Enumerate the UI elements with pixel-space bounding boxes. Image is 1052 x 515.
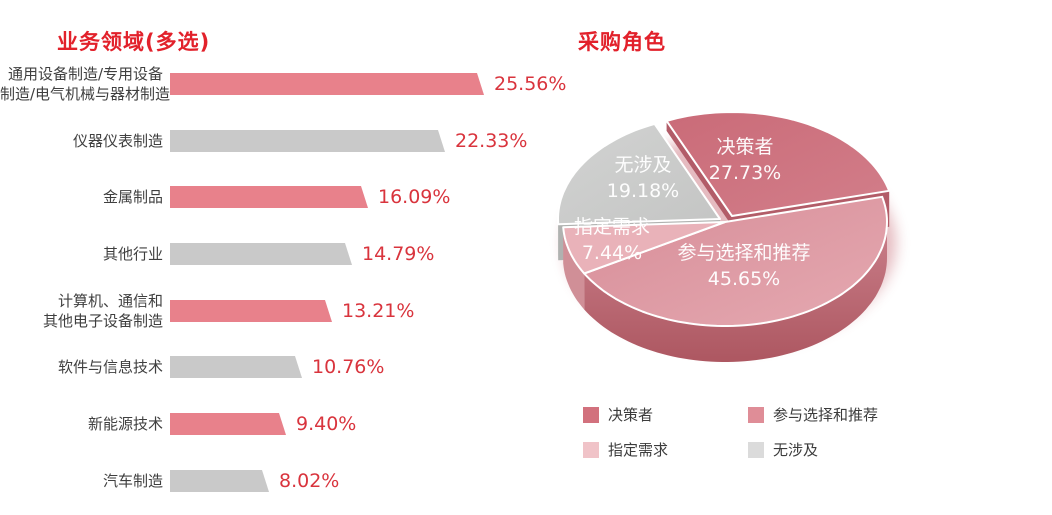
pie-slice-name: 指定需求 — [573, 216, 651, 238]
bar-value-label: 10.76% — [312, 356, 385, 378]
pie-chart-title: 采购角色 — [578, 30, 666, 55]
pie-slice-label: 参与选择和推荐 45.65% — [677, 240, 810, 292]
bar-category-label: 通用设备制造/专用设备 制造/电气机械与器材制造 — [0, 64, 171, 104]
pie-slice-label: 无涉及 19.18% — [607, 152, 679, 204]
bar-category-label: 仪器仪表制造 — [0, 131, 163, 151]
legend-label: 参与选择和推荐 — [773, 406, 879, 424]
bar-category-label-line: 制造/电气机械与器材制造 — [0, 85, 171, 103]
bar — [170, 356, 302, 378]
bar-category-label: 软件与信息技术 — [0, 357, 163, 377]
legend-label: 决策者 — [608, 406, 654, 424]
bar — [170, 243, 352, 265]
bar-category-label: 新能源技术 — [0, 414, 163, 434]
pie-slice-3-face — [583, 195, 888, 327]
legend-item: 决策者 — [583, 406, 654, 424]
pie-slice-0-edge-strip — [666, 120, 732, 226]
bar-value-label: 22.33% — [455, 130, 528, 152]
bar-category-label-line: 新能源技术 — [87, 415, 163, 433]
bar-category-label-line: 通用设备制造/专用设备 — [7, 65, 163, 83]
bar-value-label: 8.02% — [279, 470, 340, 492]
bar-category-label-line: 汽车制造 — [102, 472, 163, 490]
pie-slice-0-face — [665, 111, 891, 217]
legend-swatch — [748, 406, 764, 423]
legend-label: 指定需求 — [608, 441, 669, 459]
pie-slice-label: 指定需求 7.44% — [574, 214, 650, 266]
bar-value-label: 25.56% — [494, 73, 567, 95]
bar-row: 仪器仪表制造 22.33% — [0, 113, 560, 169]
pie-slice-value: 27.73% — [708, 162, 782, 184]
bar-category-label-line: 其他行业 — [102, 245, 163, 263]
bar — [170, 300, 332, 322]
bar-row: 软件与信息技术 10.76% — [0, 339, 560, 395]
bar-value-label: 14.79% — [362, 243, 435, 265]
legend-swatch — [748, 441, 764, 458]
bar-category-label-line: 软件与信息技术 — [57, 358, 163, 376]
pie-slice-value: 7.44% — [581, 242, 643, 264]
pie-slice-2-rim-wall — [563, 227, 585, 310]
bar-category-label-line: 计算机、通信和 — [57, 292, 163, 310]
bar — [170, 186, 368, 208]
bar-category-label: 计算机、通信和其他电子设备制造 — [0, 291, 163, 331]
bar-row: 金属制品 16.09% — [0, 169, 560, 225]
bar-category-label-line: 金属制品 — [102, 188, 163, 206]
bar — [170, 130, 445, 152]
bar-category-label: 其他行业 — [0, 244, 163, 264]
bar-category-label-line: 仪器仪表制造 — [72, 132, 163, 150]
pie-slice-3-rim-wall — [584, 222, 887, 362]
bar-row: 通用设备制造/专用设备 制造/电气机械与器材制造 25.56% — [0, 56, 566, 112]
legend-item: 无涉及 — [748, 441, 819, 459]
bar-row: 新能源技术 9.40% — [0, 396, 560, 452]
bar-value-label: 13.21% — [342, 300, 415, 322]
pie-slice-label: 决策者 27.73% — [709, 134, 781, 186]
bar-row: 计算机、通信和其他电子设备制造 13.21% — [0, 283, 560, 339]
pie-slice-1-face — [557, 122, 721, 226]
pie-slice-value: 19.18% — [606, 180, 680, 202]
bar-category-label: 金属制品 — [0, 187, 163, 207]
bar — [170, 413, 286, 435]
pie-slice-name: 无涉及 — [614, 154, 672, 176]
bar-value-label: 16.09% — [378, 186, 451, 208]
bar — [170, 470, 269, 492]
bar-value-label: 9.40% — [296, 413, 357, 435]
pie-slice-value: 45.65% — [707, 268, 781, 290]
pie-slice-2-face — [562, 221, 726, 275]
bar-category-label: 汽车制造 — [0, 471, 163, 491]
bar-category-label-line: 其他电子设备制造 — [42, 312, 163, 330]
legend-item: 指定需求 — [583, 441, 669, 459]
bar-row: 汽车制造 8.02% — [0, 453, 560, 509]
legend-item: 参与选择和推荐 — [748, 406, 879, 424]
bar-row: 其他行业 14.79% — [0, 226, 560, 282]
pie-slice-name: 参与选择和推荐 — [677, 242, 811, 264]
legend-swatch — [583, 406, 599, 423]
bar — [170, 73, 484, 95]
legend-label: 无涉及 — [773, 441, 819, 459]
pie-slice-name: 决策者 — [716, 136, 774, 158]
bar-chart-title: 业务领域(多选) — [57, 30, 211, 55]
legend-swatch — [583, 441, 599, 458]
